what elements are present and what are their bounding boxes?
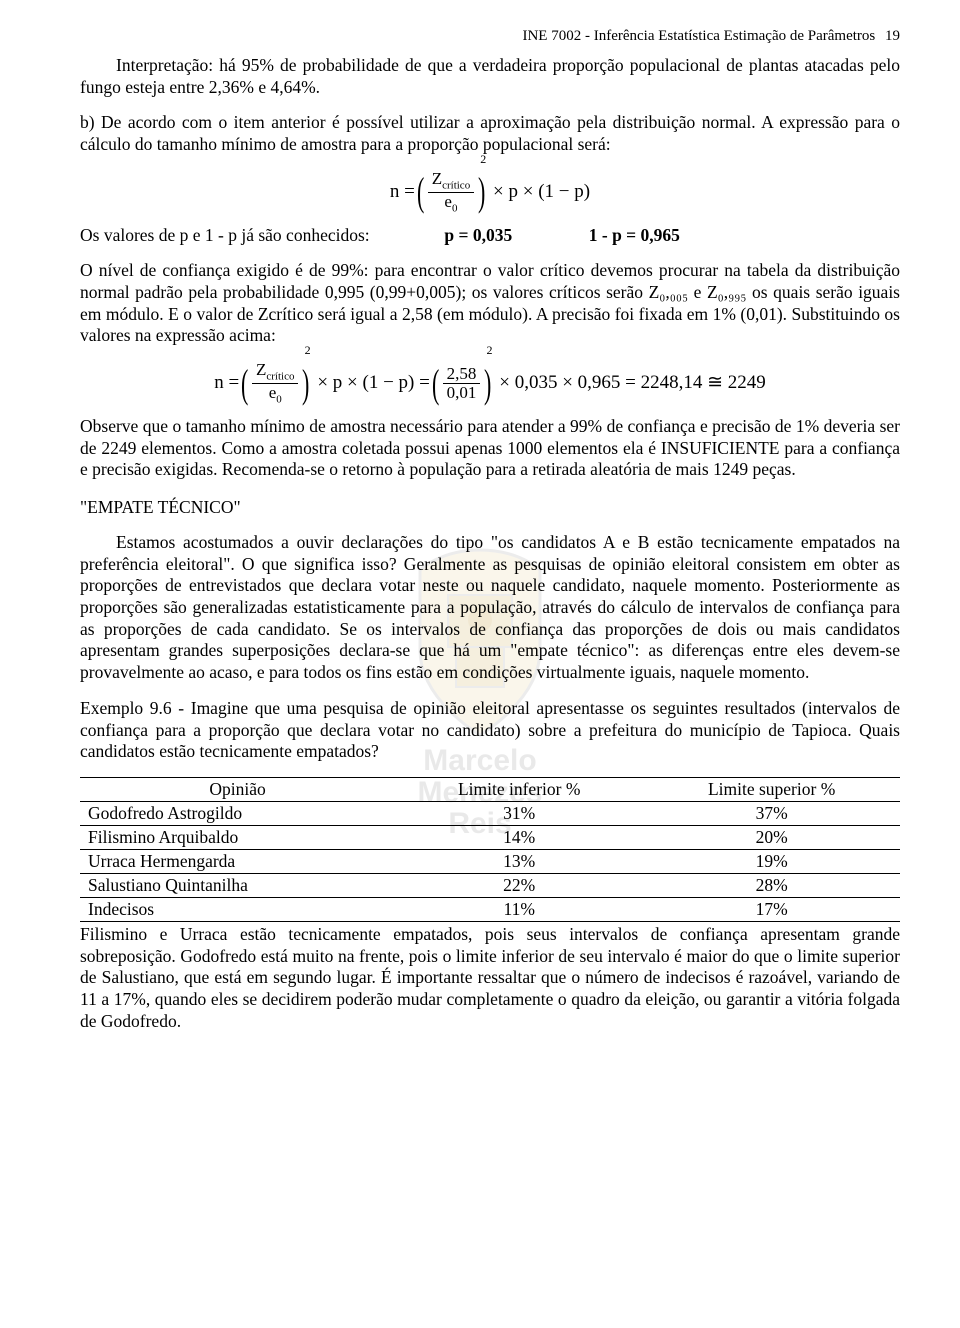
cell-li: 11% <box>395 897 643 921</box>
squared-exponent-3: 2 <box>486 343 492 358</box>
right-paren-icon: ) <box>478 174 485 210</box>
cell-li: 31% <box>395 801 643 825</box>
table-row: Godofredo Astrogildo 31% 37% <box>80 801 900 825</box>
squared-exponent-2: 2 <box>305 343 311 358</box>
cell-name: Filismino Arquibaldo <box>80 825 395 849</box>
paragraph-observe: Observe que o tamanho mínimo de amostra … <box>80 416 900 481</box>
formula-sample-size: n = ( Zcrítico e0 )2 × p × (1 − p) <box>80 170 900 215</box>
candidates-table: Opinião Limite inferior % Limite superio… <box>80 777 900 922</box>
left-paren-icon: ( <box>241 366 248 402</box>
cell-li: 13% <box>395 849 643 873</box>
page-number: 19 <box>885 28 900 44</box>
cell-name: Indecisos <box>80 897 395 921</box>
e-sub: 0 <box>452 202 458 214</box>
heading-empate-tecnico: "EMPATE TÉCNICO" <box>80 497 900 518</box>
table-row: Indecisos 11% 17% <box>80 897 900 921</box>
table-row: Salustiano Quintanilha 22% 28% <box>80 873 900 897</box>
col-lim-sup: Limite superior % <box>643 777 900 801</box>
col-opiniao: Opinião <box>80 777 395 801</box>
formula2-mid: × p × (1 − p) = <box>317 372 430 393</box>
e-label: e <box>444 192 452 211</box>
right-paren-icon: ) <box>302 366 309 402</box>
course-title: INE 7002 - Inferência Estatística Estima… <box>522 28 875 44</box>
e-sub-2: 0 <box>276 393 282 405</box>
fraction-numeric: 2,58 0,01 <box>443 365 481 402</box>
table-row: Urraca Hermengarda 13% 19% <box>80 849 900 873</box>
cell-name: Salustiano Quintanilha <box>80 873 395 897</box>
numeric-num: 2,58 <box>443 365 481 384</box>
formula2-n-eq: n = <box>214 372 239 393</box>
z-label: Z <box>432 169 442 188</box>
z-sub: crítico <box>442 179 470 191</box>
cell-li: 14% <box>395 825 643 849</box>
z-label-2: Z <box>256 360 266 379</box>
cell-li: 22% <box>395 873 643 897</box>
formula2-tail: × 0,035 × 0,965 = 2248,14 ≅ 2249 <box>499 372 766 393</box>
paragraph-item-b: b) De acordo com o item anterior é possí… <box>80 112 900 155</box>
cell-name: Godofredo Astrogildo <box>80 801 395 825</box>
cell-ls: 37% <box>643 801 900 825</box>
fraction-z-over-e-2: Zcrítico e0 <box>252 361 299 406</box>
paragraph-interpretation: Interpretação: há 95% de probabilidade d… <box>80 55 900 98</box>
cell-ls: 28% <box>643 873 900 897</box>
z-sub-2: crítico <box>266 370 294 382</box>
running-header: INE 7002 - Inferência Estatística Estima… <box>80 28 900 45</box>
right-paren-icon: ) <box>484 366 491 402</box>
fraction-z-over-e: Zcrítico e0 <box>428 170 475 215</box>
paragraph-exemplo-96: Exemplo 9.6 - Imagine que uma pesquisa d… <box>80 698 900 763</box>
table-header-row: Opinião Limite inferior % Limite superio… <box>80 777 900 801</box>
cell-name: Urraca Hermengarda <box>80 849 395 873</box>
formula-substitution: n = ( Zcrítico e0 )2 × p × (1 − p) = ( 2… <box>80 361 900 406</box>
numeric-den: 0,01 <box>443 384 481 402</box>
one-minus-p-value: 1 - p = 0,965 <box>589 225 680 245</box>
col-lim-inf: Limite inferior % <box>395 777 643 801</box>
cell-ls: 17% <box>643 897 900 921</box>
paragraph-empate-tecnico: Estamos acostumados a ouvir declarações … <box>80 532 900 684</box>
paragraph-confidence: O nível de confiança exigido é de 99%: p… <box>80 260 900 347</box>
squared-exponent: 2 <box>480 152 486 167</box>
p-value: p = 0,035 <box>444 225 512 245</box>
table-row: Filismino Arquibaldo 14% 20% <box>80 825 900 849</box>
formula-n-eq: n = <box>390 181 415 202</box>
cell-ls: 19% <box>643 849 900 873</box>
left-paren-icon: ( <box>432 366 439 402</box>
paragraph-after-table: Filismino e Urraca estão tecnicamente em… <box>80 924 900 1032</box>
formula-tail: × p × (1 − p) <box>493 181 590 202</box>
cell-ls: 20% <box>643 825 900 849</box>
known-values-line: Os valores de p e 1 - p já são conhecido… <box>80 225 900 247</box>
known-lead: Os valores de p e 1 - p já são conhecido… <box>80 225 370 245</box>
left-paren-icon: ( <box>417 174 424 210</box>
